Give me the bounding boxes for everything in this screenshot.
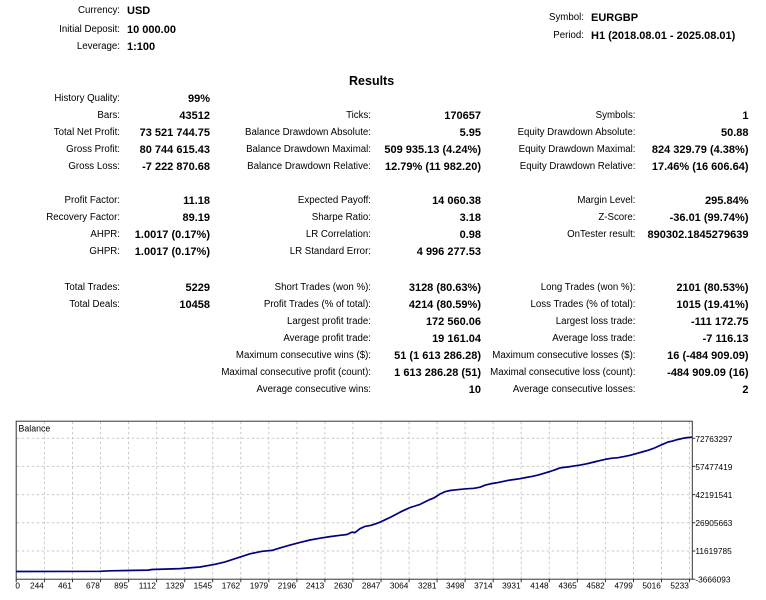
svg-text:3714: 3714 [474,581,493,591]
svg-text:2413: 2413 [306,581,325,591]
svg-text:5233: 5233 [670,581,689,591]
svg-text:3281: 3281 [418,581,437,591]
svg-text:2847: 2847 [362,581,381,591]
svg-text:678: 678 [86,581,100,591]
svg-text:4148: 4148 [530,581,549,591]
svg-text:895: 895 [114,581,128,591]
svg-text:0: 0 [15,581,20,591]
svg-text:461: 461 [58,581,72,591]
svg-text:4582: 4582 [586,581,605,591]
svg-text:3064: 3064 [390,581,409,591]
svg-text:57477419: 57477419 [695,462,732,472]
svg-text:3931: 3931 [502,581,521,591]
svg-text:Balance: Balance [19,424,51,434]
svg-text:3498: 3498 [446,581,465,591]
svg-text:72763297: 72763297 [695,434,732,444]
svg-text:1329: 1329 [166,581,185,591]
svg-text:4365: 4365 [558,581,577,591]
svg-text:5016: 5016 [642,581,661,591]
svg-text:1112: 1112 [139,581,157,591]
svg-text:1762: 1762 [222,581,241,591]
svg-text:4799: 4799 [614,581,633,591]
svg-text:2196: 2196 [278,581,297,591]
svg-text:26905663: 26905663 [695,518,732,528]
svg-text:2630: 2630 [334,581,353,591]
svg-text:1545: 1545 [194,581,213,591]
svg-text:244: 244 [30,581,44,591]
svg-text:1979: 1979 [250,581,269,591]
svg-text:-3666093: -3666093 [695,574,730,584]
svg-text:42191541: 42191541 [695,490,732,500]
svg-text:11619785: 11619785 [695,546,732,556]
